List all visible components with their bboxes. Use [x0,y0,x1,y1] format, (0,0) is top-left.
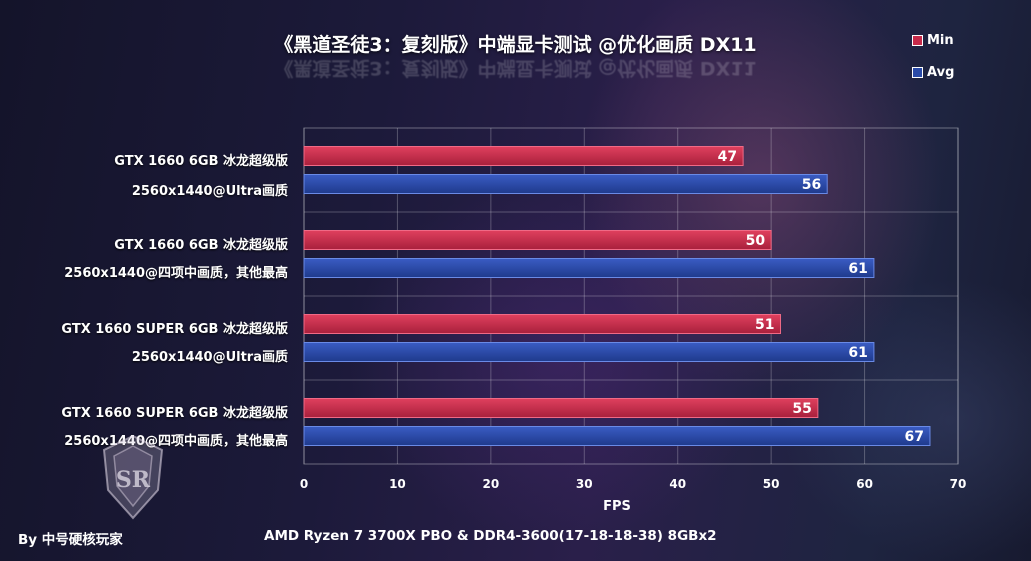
legend-item-avg: Avg [912,65,954,80]
category-label-1-line2: 2560x1440@Ultra画质 [131,184,288,199]
x-tick-label: 60 [856,477,873,491]
bar-value-label: 50 [746,233,766,249]
x-tick-label: 40 [669,477,686,491]
legend-label-avg: Avg [927,65,955,80]
legend-label-min: Min [927,33,954,48]
saints-row-emblem-icon: SR [102,434,164,520]
footer-author: By 中号硬核玩家 [18,532,123,548]
x-tick-label: 0 [300,477,308,491]
bar-value-label: 55 [792,401,811,417]
footer-platform: AMD Ryzen 7 3700X PBO & DDR4-3600(17-18-… [264,528,717,544]
legend-swatch-min [912,35,923,46]
chart-title: 《黑道圣徒3：复刻版》中端显卡测试 @优化画质 DX11 [274,34,757,56]
bar-min [303,230,772,250]
bar-value-label: 56 [802,177,821,193]
x-tick-label: 30 [576,477,593,491]
category-label-4-line1: GTX 1660 SUPER 6GB 冰龙超级版 [61,406,288,421]
category-label-2-line1: GTX 1660 6GB 冰龙超级版 [114,238,288,253]
logo-text: SR [116,467,151,493]
x-tick-label: 50 [763,477,780,491]
category-label-4-line2: 2560x1440@四项中画质，其他最高 [64,434,288,449]
bar-avg [303,258,875,278]
category-label-3-line2: 2560x1440@Ultra画质 [131,350,288,365]
category-label-3-line1: GTX 1660 SUPER 6GB 冰龙超级版 [61,322,288,337]
bar-min [303,314,781,334]
bar-avg [303,174,828,194]
x-tick-label: 70 [950,477,967,491]
x-tick-label: 10 [389,477,406,491]
bar-avg [303,342,875,362]
bar-value-label: 51 [755,317,774,333]
bar-value-label: 61 [848,345,867,361]
x-tick-label: 20 [483,477,500,491]
bar-value-label: 47 [718,149,737,165]
bar-min [303,398,819,418]
legend-swatch-avg [912,67,923,78]
legend-item-min: Min [912,33,954,48]
plot-area [303,127,959,465]
bar-value-label: 61 [848,261,867,277]
category-label-2-line2: 2560x1440@四项中画质，其他最高 [64,266,288,281]
category-label-1-line1: GTX 1660 6GB 冰龙超级版 [114,154,288,169]
bar-value-label: 67 [904,429,923,445]
x-axis-title: FPS [603,499,631,514]
bar-min [303,146,744,166]
bar-avg [303,426,931,446]
